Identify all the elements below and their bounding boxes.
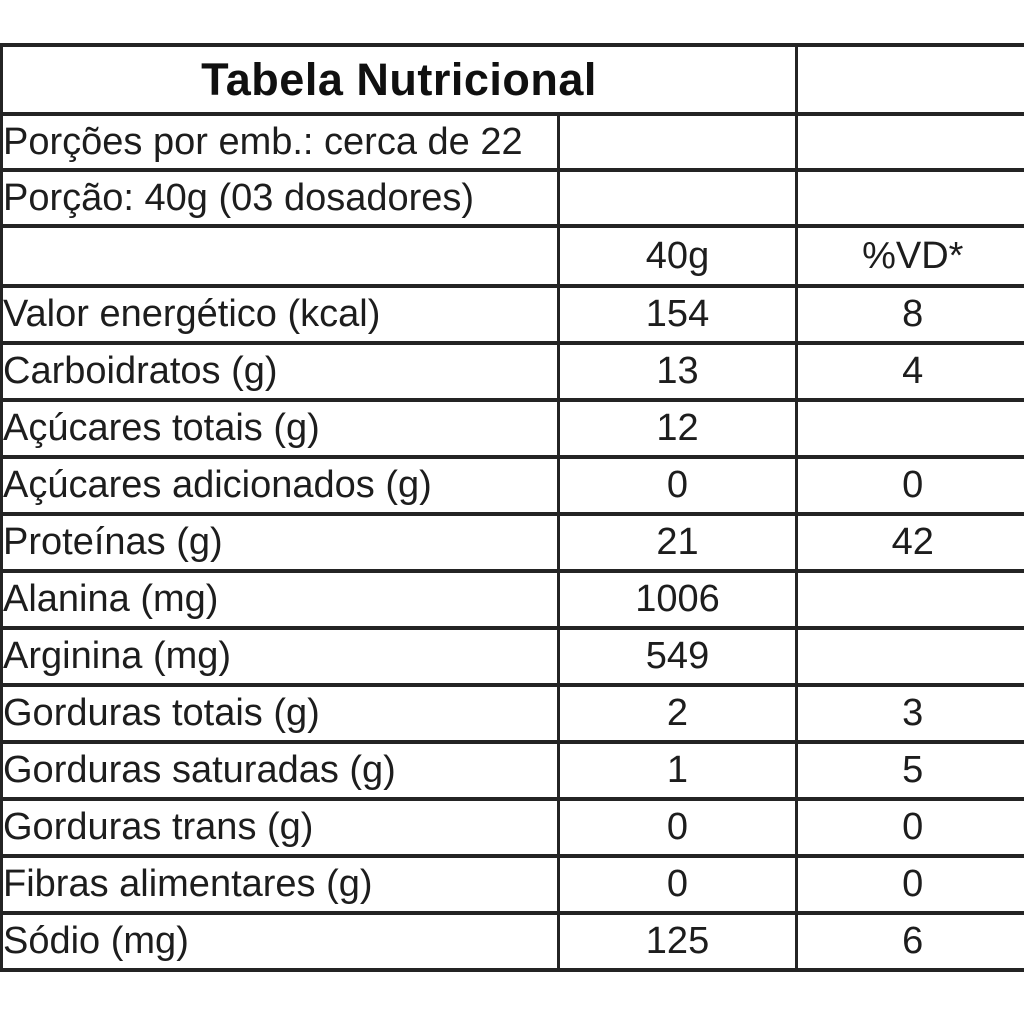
title-row: Tabela Nutricional	[0, 43, 1024, 116]
table-row: Alanina (mg) 1006	[0, 569, 1024, 630]
nutrient-amount: 125	[557, 911, 798, 972]
column-header-row: 40g %VD*	[0, 224, 1024, 288]
table-row: Proteínas (g) 21 42	[0, 512, 1024, 573]
nutrient-daily-value: 4	[795, 341, 1024, 402]
nutrient-daily-value: 3	[795, 683, 1024, 744]
nutrient-label: Valor energético (kcal)	[0, 284, 560, 345]
title-row-empty-cell	[795, 43, 1024, 116]
nutrient-daily-value: 5	[795, 740, 1024, 801]
table-row: Carboidratos (g) 13 4	[0, 341, 1024, 402]
nutrient-amount: 1006	[557, 569, 798, 630]
nutrient-label: Carboidratos (g)	[0, 341, 560, 402]
nutrient-daily-value	[795, 569, 1024, 630]
nutrient-amount: 0	[557, 854, 798, 915]
table-row: Gorduras trans (g) 0 0	[0, 797, 1024, 858]
nutrient-amount: 12	[557, 398, 798, 459]
nutrient-label: Fibras alimentares (g)	[0, 854, 560, 915]
empty-cell	[795, 168, 1024, 228]
empty-cell	[795, 112, 1024, 172]
servings-row: Porções por emb.: cerca de 22	[0, 112, 1024, 172]
table-row: Gorduras saturadas (g) 1 5	[0, 740, 1024, 801]
nutrient-amount: 154	[557, 284, 798, 345]
nutrient-label: Alanina (mg)	[0, 569, 560, 630]
servings-per-package: Porções por emb.: cerca de 22	[0, 112, 560, 172]
table-row: Valor energético (kcal) 154 8	[0, 284, 1024, 345]
table-row: Gorduras totais (g) 2 3	[0, 683, 1024, 744]
table-row: Açúcares totais (g) 12	[0, 398, 1024, 459]
nutrient-daily-value: 6	[795, 911, 1024, 972]
nutrition-table: Tabela Nutricional Porções por emb.: cer…	[0, 43, 1024, 972]
nutrient-amount: 13	[557, 341, 798, 402]
nutrient-label: Sódio (mg)	[0, 911, 560, 972]
nutrient-daily-value: 42	[795, 512, 1024, 573]
nutrient-amount: 0	[557, 455, 798, 516]
nutrient-daily-value: 8	[795, 284, 1024, 345]
nutrient-label: Gorduras trans (g)	[0, 797, 560, 858]
nutrient-daily-value	[795, 626, 1024, 687]
portion-size: Porção: 40g (03 dosadores)	[0, 168, 560, 228]
column-header-amount: 40g	[557, 224, 798, 288]
table-row: Arginina (mg) 549	[0, 626, 1024, 687]
empty-cell	[557, 168, 798, 228]
nutrient-label: Proteínas (g)	[0, 512, 560, 573]
nutrient-daily-value	[795, 398, 1024, 459]
nutrient-label: Açúcares adicionados (g)	[0, 455, 560, 516]
portion-row: Porção: 40g (03 dosadores)	[0, 168, 1024, 228]
nutrient-daily-value: 0	[795, 854, 1024, 915]
nutrient-label: Gorduras totais (g)	[0, 683, 560, 744]
nutrient-amount: 549	[557, 626, 798, 687]
nutrient-amount: 21	[557, 512, 798, 573]
table-row: Açúcares adicionados (g) 0 0	[0, 455, 1024, 516]
column-header-daily-value: %VD*	[795, 224, 1024, 288]
nutrient-amount: 1	[557, 740, 798, 801]
empty-cell	[0, 224, 560, 288]
nutrient-label: Arginina (mg)	[0, 626, 560, 687]
table-row: Sódio (mg) 125 6	[0, 911, 1024, 972]
nutrient-amount: 0	[557, 797, 798, 858]
nutrient-label: Gorduras saturadas (g)	[0, 740, 560, 801]
table-row: Fibras alimentares (g) 0 0	[0, 854, 1024, 915]
nutrient-daily-value: 0	[795, 455, 1024, 516]
nutrient-amount: 2	[557, 683, 798, 744]
nutrient-label: Açúcares totais (g)	[0, 398, 560, 459]
empty-cell	[557, 112, 798, 172]
nutrient-daily-value: 0	[795, 797, 1024, 858]
table-title: Tabela Nutricional	[0, 43, 798, 116]
